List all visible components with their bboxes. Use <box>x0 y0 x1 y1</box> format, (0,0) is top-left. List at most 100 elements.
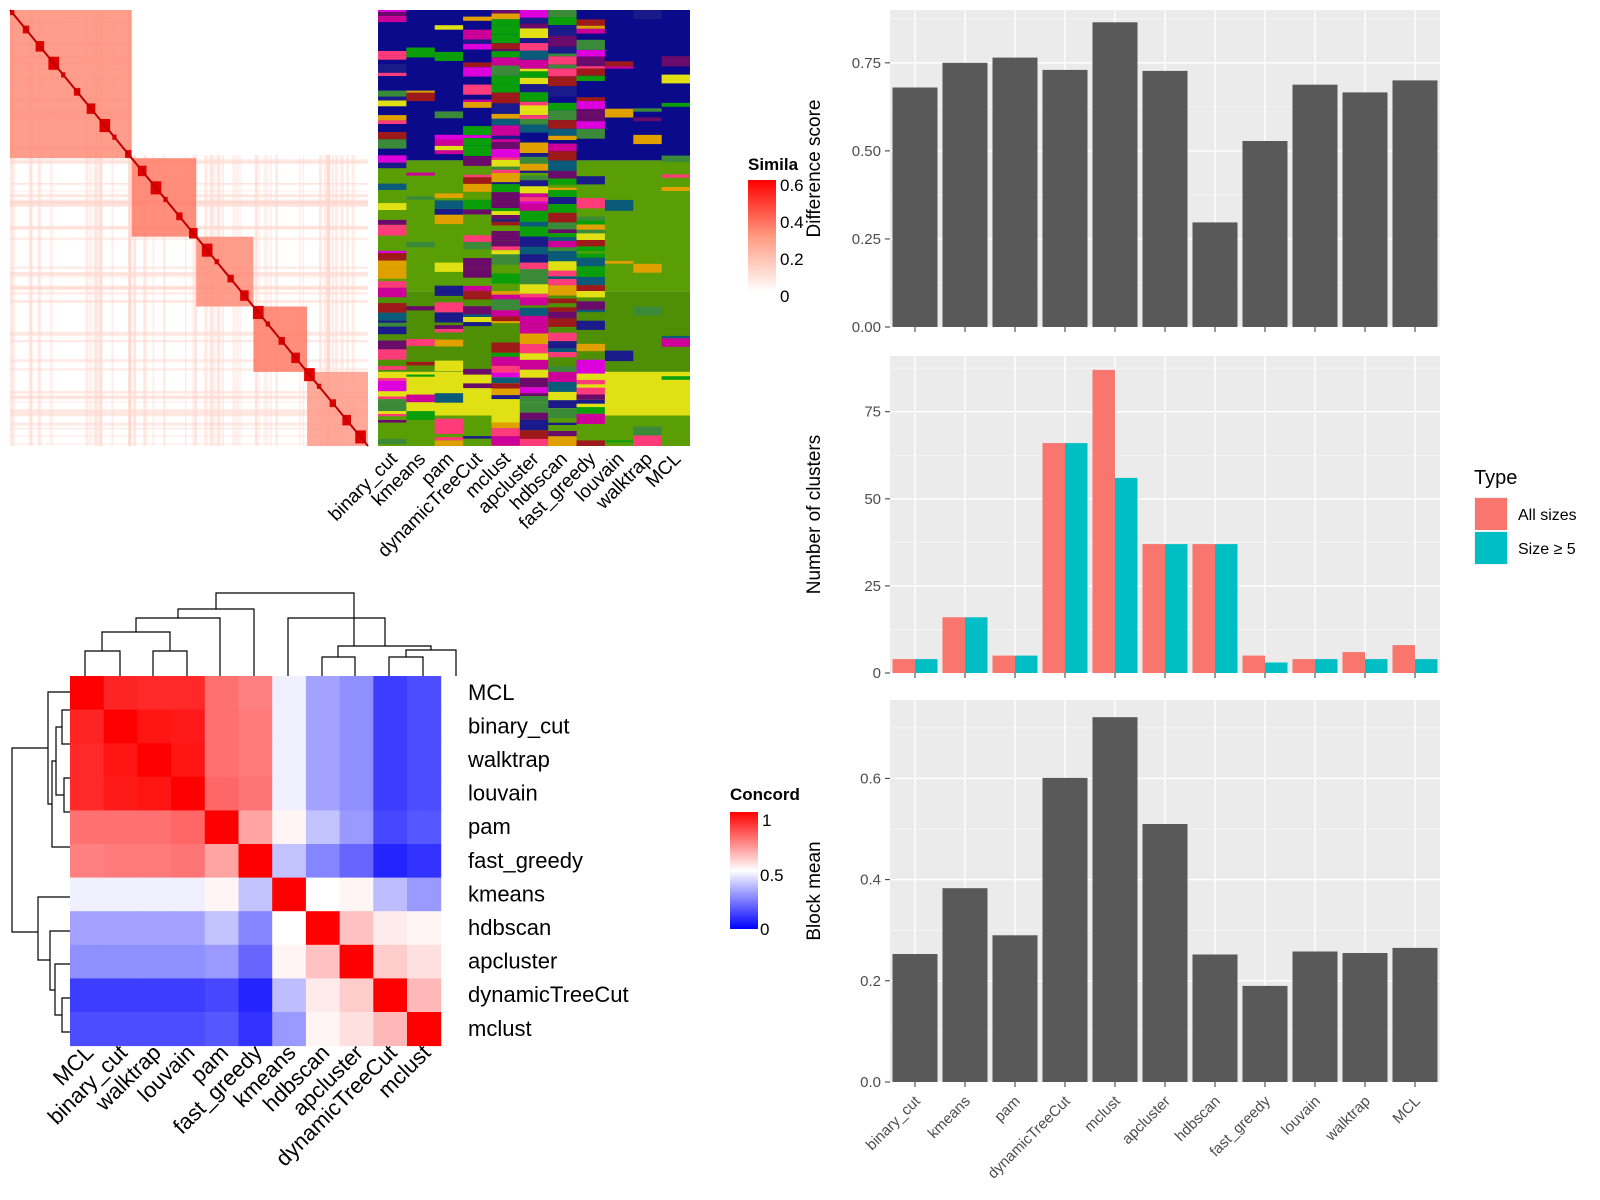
membership-stripe <box>491 342 520 353</box>
concordance-cell <box>305 1012 341 1047</box>
membership-stripe <box>434 139 464 146</box>
membership-stripe <box>576 285 605 291</box>
membership-stripe <box>519 412 549 420</box>
similarity-texture <box>10 272 368 276</box>
concordance-cell <box>373 776 408 811</box>
similarity-legend-tick: 0.2 <box>780 250 804 269</box>
membership-stripe <box>519 377 549 388</box>
membership-stripe <box>548 76 577 87</box>
membership-stripe <box>633 117 662 122</box>
membership-stripe <box>406 402 435 408</box>
concordance-cell <box>373 978 408 1013</box>
difference-score-chart: 0.00 0.25 0.50 0.75 Difference score <box>804 10 1440 336</box>
membership-stripe <box>519 438 549 446</box>
x-tick-label: pam <box>991 1093 1024 1126</box>
membership-stripe <box>378 96 407 101</box>
membership-stripe <box>378 12 407 16</box>
concordance-cell <box>137 743 172 778</box>
bar <box>1015 655 1038 673</box>
membership-stripe <box>548 46 577 54</box>
membership-stripe <box>434 25 464 30</box>
membership-stripe <box>491 57 520 66</box>
membership-stripe <box>519 197 549 202</box>
membership-stripe <box>519 156 549 164</box>
concordance-row-label: kmeans <box>468 881 545 906</box>
membership-stripe <box>576 291 605 298</box>
membership-stripe <box>548 128 577 136</box>
bar <box>1192 222 1238 327</box>
membership-stripe <box>548 190 577 197</box>
bar <box>1142 544 1165 673</box>
similarity-texture <box>10 412 368 417</box>
concordance-cell <box>339 911 374 946</box>
bar <box>1192 954 1238 1082</box>
concordance-cell <box>204 911 239 946</box>
similarity-texture <box>10 300 368 303</box>
concordance-cell <box>407 709 442 744</box>
membership-stripe <box>548 204 577 213</box>
membership-stripe <box>519 344 549 354</box>
membership-stripe <box>576 440 605 446</box>
membership-stripe <box>576 257 605 267</box>
membership-stripe <box>661 174 690 178</box>
membership-stripe <box>491 182 520 185</box>
membership-stripe <box>491 388 520 396</box>
membership-stripe <box>519 254 549 263</box>
membership-stripe <box>548 135 577 140</box>
membership-stripe <box>519 315 549 326</box>
concordance-cell <box>272 709 307 744</box>
concordance-cell <box>204 776 239 811</box>
membership-stripe <box>548 160 577 171</box>
membership-stripe <box>576 363 605 374</box>
membership-stripe <box>519 17 549 24</box>
concordance-cell <box>70 911 105 946</box>
membership-stripe <box>378 183 407 190</box>
concordance-cell <box>137 911 172 946</box>
concordance-cell <box>238 810 273 845</box>
membership-stripe <box>463 62 492 68</box>
concordance-cell <box>137 844 172 879</box>
membership-stripe <box>378 115 407 121</box>
concordance-row-label: hdbscan <box>468 915 551 940</box>
bar <box>892 954 938 1082</box>
membership-stripe <box>661 187 690 191</box>
bar <box>1042 777 1088 1082</box>
y-tick-label: 0.00 <box>852 319 881 336</box>
membership-stripe <box>576 320 605 330</box>
bar <box>992 935 1038 1082</box>
membership-stripe <box>548 422 577 425</box>
membership-stripe <box>548 348 577 352</box>
concordance-cell <box>305 844 341 879</box>
bar <box>992 57 1038 327</box>
concordance-cell <box>339 810 374 845</box>
membership-stripe <box>661 376 690 380</box>
membership-stripe <box>519 163 549 171</box>
membership-stripe <box>548 229 577 234</box>
membership-stripe <box>434 150 464 155</box>
membership-stripe <box>519 92 549 102</box>
membership-stripe <box>491 173 520 183</box>
membership-stripe <box>406 92 435 102</box>
membership-stripe <box>519 210 549 222</box>
membership-stripe <box>519 203 549 211</box>
bar <box>1392 80 1438 328</box>
concordance-cell <box>238 978 273 1013</box>
membership-stripe <box>463 174 492 178</box>
membership-stripe <box>519 402 549 413</box>
membership-stripe <box>548 366 577 372</box>
concordance-col-labels: MCLbinary_cutwalktraplouvainpamfast_gree… <box>43 1040 436 1171</box>
concordance-row-label: apcluster <box>468 949 557 974</box>
concordance-row-label: MCL <box>468 680 514 705</box>
membership-stripe <box>548 318 577 327</box>
membership-stripe <box>576 50 605 57</box>
concordance-cell <box>204 676 239 711</box>
membership-stripe <box>519 307 549 316</box>
membership-stripe <box>491 192 520 202</box>
membership-stripe <box>491 211 520 215</box>
membership-stripe <box>406 374 435 377</box>
concordance-cell <box>238 1012 273 1047</box>
concordance-row-label: dynamicTreeCut <box>468 982 629 1007</box>
membership-stripe <box>491 118 520 126</box>
concordance-row-label: mclust <box>468 1016 532 1041</box>
membership-stripe <box>548 251 577 262</box>
